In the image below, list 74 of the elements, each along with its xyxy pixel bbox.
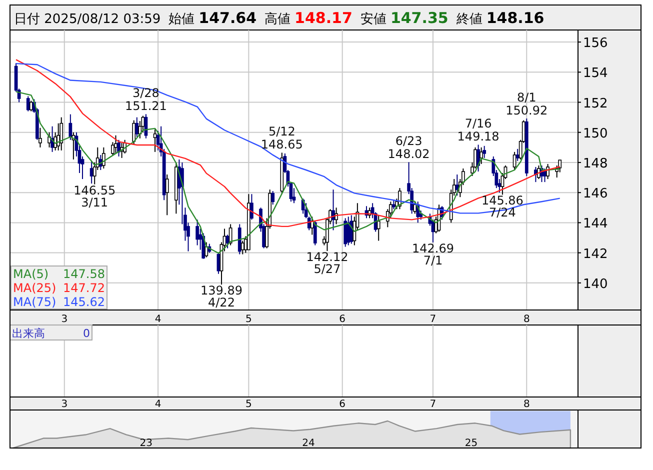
candlestick (271, 190, 275, 206)
candlestick (482, 145, 486, 158)
x-tick-label: 3 (61, 314, 68, 325)
annotation: 7/16 (464, 116, 492, 131)
annotation: 142.12 (306, 250, 348, 264)
candlestick (60, 116, 64, 151)
annotation: 6/23 (395, 134, 422, 148)
annotation: 8/1 (516, 90, 536, 105)
annotation: 148.65 (260, 138, 303, 152)
candlestick (480, 146, 484, 164)
candlestick (392, 200, 396, 210)
price-scale: 140 142 144 146 148 150 152 154 156 (578, 30, 642, 310)
candlestick (102, 146, 106, 169)
y-tick-label: 144 (583, 216, 608, 232)
y-tick-label: 142 (583, 246, 608, 262)
annotation: 3/11 (81, 195, 108, 210)
annotation: 145.62 (63, 295, 105, 309)
annotation: 139.89 (200, 284, 242, 298)
candlestick (238, 224, 242, 255)
x-tick-label: 24 (302, 438, 315, 449)
legend: MA(5) 147.58 MA(25) 147.72 MA(75) 145.62 (10, 266, 108, 310)
candlestick (132, 120, 136, 145)
candlestick (240, 240, 244, 255)
annotation: 145.86 (481, 194, 524, 208)
y-tick-label: 148 (583, 156, 608, 172)
candlestick (26, 96, 30, 112)
candlestick (216, 252, 220, 274)
annotation: 4/22 (208, 296, 235, 310)
candlestick (516, 148, 520, 162)
annotation: 150.92 (506, 104, 548, 118)
annotation: 3/28 (132, 86, 160, 100)
annotation: 148.02 (388, 147, 430, 162)
candlestick (90, 160, 94, 184)
header: 日付 2025/08/12 03:59 始値 147.64 高値 148.17 安値 147.35 終値 148.16 (10, 4, 642, 30)
annotation: 147.58 (63, 267, 105, 281)
candlestick (68, 114, 72, 140)
candlestick (543, 168, 546, 183)
x-tick-label: 25 (464, 438, 478, 449)
x-axis-strip: 3 4 5 6 7 8 (10, 396, 642, 410)
candlestick (413, 201, 417, 214)
candlestick (135, 116, 139, 138)
candlestick (153, 128, 157, 152)
text: 出来高 (12, 327, 45, 340)
y-tick-label: 140 (583, 276, 608, 292)
candlestick (250, 194, 254, 220)
candlestick (38, 127, 42, 148)
candlestick (196, 219, 200, 246)
annotation: 5/12 (268, 124, 296, 139)
candlestick (546, 163, 550, 180)
x-tick-label: 5 (245, 314, 252, 325)
annotation: 151.21 (124, 99, 167, 114)
annotation: 146.55 (74, 183, 116, 198)
x-tick-label: 4 (154, 314, 162, 325)
y-tick-label: 150 (583, 126, 608, 142)
candlestick (114, 134, 118, 154)
candlestick (165, 174, 169, 216)
y-tick-label: 146 (583, 186, 608, 202)
annotation: 7/1 (423, 253, 443, 268)
x-tick-label: 7 (430, 314, 436, 325)
y-tick-label: 152 (583, 96, 608, 112)
candlestick (117, 139, 120, 157)
candlestick (512, 151, 516, 170)
annotation: 5/27 (314, 262, 341, 276)
annotation: 149.18 (457, 130, 500, 144)
annotation: 142.69 (412, 241, 454, 256)
x-tick-label: 23 (140, 438, 152, 449)
text: 0 (83, 327, 90, 340)
annotation: 147.72 (63, 281, 105, 295)
y-tick-label: 156 (583, 36, 608, 52)
y-tick-label: 154 (583, 66, 608, 82)
chart-title: 日付 2025/08/12 03:59 (14, 12, 161, 27)
x-tick-label: 8 (523, 314, 530, 325)
x-tick-label: 6 (339, 314, 346, 325)
candlestick (376, 214, 380, 242)
